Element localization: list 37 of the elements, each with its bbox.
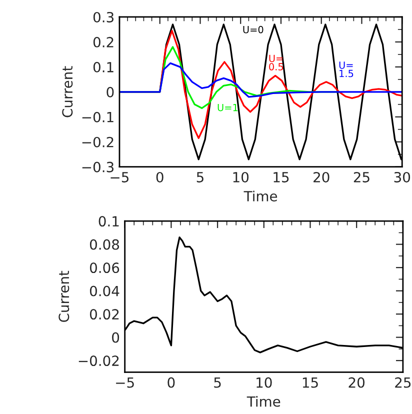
x-axis-title: Time	[246, 396, 280, 407]
y-tick-label: −0.1	[82, 112, 114, 122]
y-axis-title: Current	[62, 66, 73, 118]
x-tick-label: 0	[156, 172, 164, 182]
series-label: U= 1.5	[339, 62, 354, 78]
x-axis-title: Time	[244, 190, 278, 202]
y-tick-label: −0.3	[82, 162, 114, 172]
y-tick-label: 0.1	[93, 62, 114, 72]
y-tick-label: 0	[112, 332, 120, 343]
x-tick-label: 5	[196, 172, 204, 182]
x-tick-label: 20	[348, 377, 364, 388]
x-tick-label: 25	[395, 377, 411, 388]
y-tick-label: 0.3	[93, 12, 114, 22]
x-tick-label: 10	[233, 172, 249, 182]
x-tick-label: 0	[168, 377, 175, 388]
x-tick-label: 25	[354, 172, 370, 182]
y-tick-label: 0.06	[90, 262, 120, 274]
y-tick-label: 0.2	[93, 36, 114, 48]
x-tick-label: 15	[302, 377, 318, 388]
x-tick-label: 5	[214, 377, 221, 388]
y-axis-title: Current	[58, 270, 70, 322]
line-series	[119, 62, 402, 98]
y-tick-label: −0.02	[78, 356, 119, 366]
x-tick-label: 15	[274, 172, 289, 182]
x-tick-label: 20	[314, 172, 330, 182]
y-tick-label: −0.2	[82, 136, 114, 148]
x-tick-label: 10	[256, 377, 272, 388]
series-label: U=0	[243, 26, 264, 34]
x-tick-label: 30	[394, 172, 410, 182]
y-tick-label: 0	[106, 86, 114, 98]
x-tick-label: −5	[110, 172, 129, 182]
y-tick-label: 0.02	[90, 309, 119, 320]
series-label: U=1	[218, 104, 238, 112]
y-tick-label: 0.04	[90, 286, 120, 296]
y-tick-label: 0.1	[98, 216, 119, 227]
x-tick-label: −5	[116, 377, 134, 388]
y-tick-label: 0.08	[90, 239, 120, 250]
